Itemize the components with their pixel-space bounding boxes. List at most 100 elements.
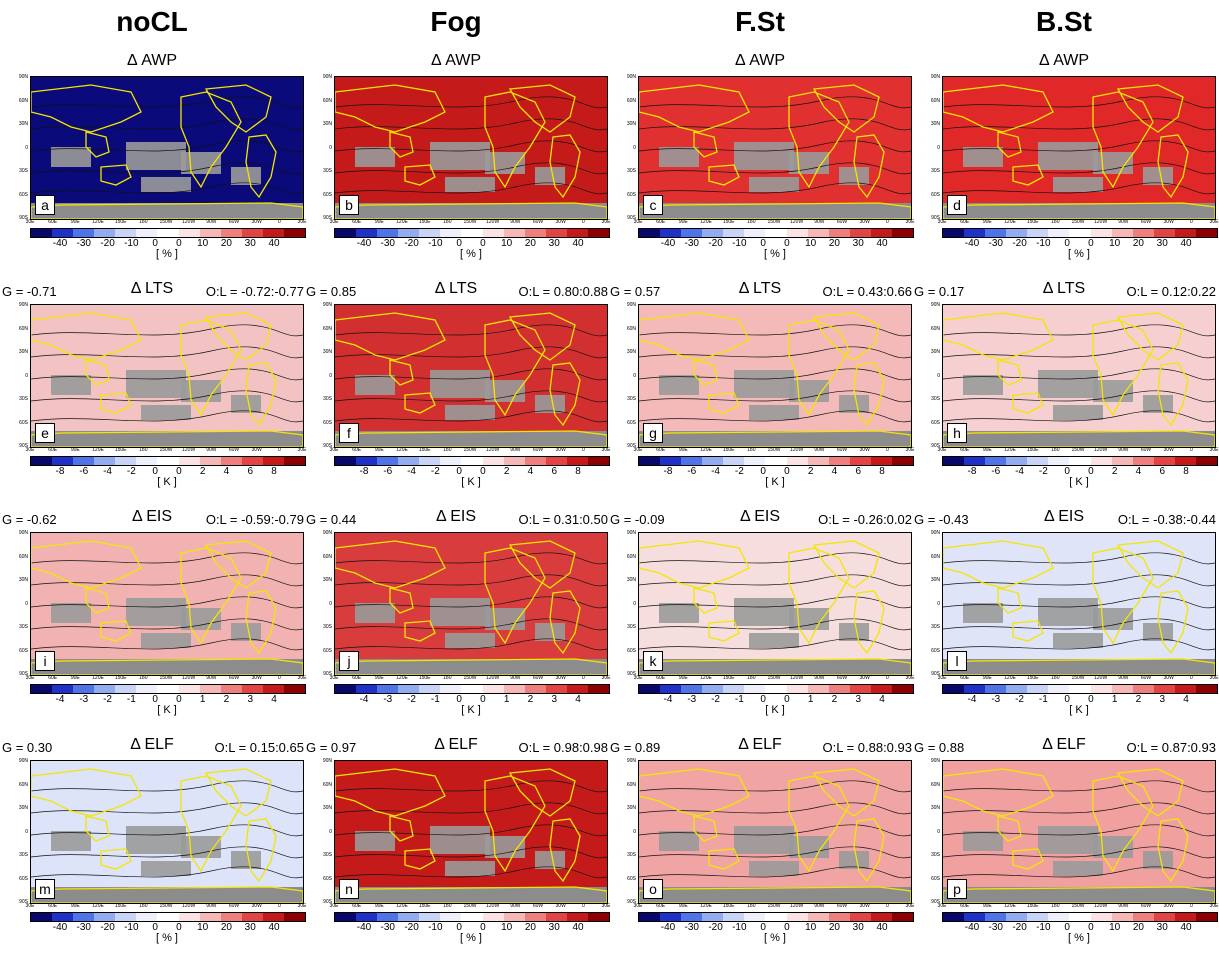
colorbar-swatch [566,229,588,237]
map-panel: Δ AWP 90N 60N 30N 0 30S 60S 90S a 30E 60E 90E 120E 15… [0,52,307,280]
lon-tick-label: 150W [767,219,781,225]
colorbar-swatch [849,913,871,921]
map-area: n [334,760,608,904]
colorbar-tick-label: 0 [784,466,790,477]
insignificant-region [749,405,799,420]
lon-axis: 30E 60E 90E 120E 150E 180 150W 120W 90W 60W 30W 0 30… [330,219,611,227]
insignificant-region [1053,861,1103,876]
column-title: noCL [116,6,188,37]
lon-tick-label: 180 [139,447,148,453]
coastline [1012,164,1044,186]
lon-tick-label: 90W [1118,903,1129,909]
map-area: o [638,760,912,904]
lon-axis: 30E 60E 90E 120E 150E 180 150W 120W 90W 60W 30W 0 30… [938,219,1219,227]
lon-tick-label: 150W [1071,219,1085,225]
map-field [31,77,303,219]
lon-tick-label: 120E [92,219,104,225]
lon-tick-label: 30E [905,903,915,909]
lat-tick-label: 0 [633,144,636,151]
colorbar-tick-label: 30 [244,238,256,249]
insignificant-region [126,370,186,398]
coastline [335,768,446,817]
colorbar-swatch [943,685,965,693]
colorbar-tick-label: -30 [684,238,699,249]
lon-tick-label: 30E [25,219,35,225]
lon-axis: 30E 60E 90E 120E 150E 180 150W 120W 90W 60W 30W 0 30… [26,219,307,227]
coastline [180,547,242,645]
lat-tick-label: 90S [931,443,940,449]
lat-tick-label: 60N [930,325,940,332]
lat-tick-label: 90N [930,758,940,764]
colorbar-unit: [ K ] [461,476,481,488]
colorbar-tick-label: 40 [268,238,280,249]
panel-title: G = 0.89 Δ ELF O:L = 0.88:0.93 [608,736,912,758]
colorbar-ticks: -40 -30 -20 -10 0 0 10 20 30 40 [334,238,608,250]
lon-tick-label: 60W [228,447,240,453]
lon-tick-label: 30E [601,903,611,909]
lon-tick-label: 30W [251,675,262,681]
colorbar-swatch [828,229,850,237]
lon-tick-label: 30E [633,903,643,909]
lat-tick-label: 90N [930,74,940,80]
lon-axis: 30E 60E 90E 120E 150E 180 150W 120W 90W 60W 30W 0 30… [330,675,611,683]
lon-tick-label: 150W [159,447,173,453]
polar-band [335,203,607,219]
colorbar-swatch [136,229,158,237]
insignificant-region [126,142,186,170]
lon-tick-label: 60W [1140,675,1152,681]
coastline [180,775,242,873]
lon-tick-label: 30E [601,219,611,225]
lon-tick-label: 180 [1051,903,1060,909]
colorbar-tick-label: 10 [1109,238,1121,249]
colorbar-swatch [985,457,1007,465]
colorbar-tick-label: 2 [1111,466,1118,477]
colorbar-tick-label: -4 [711,466,720,477]
coastline [1092,91,1154,189]
coastline [1116,768,1184,817]
coastline [693,815,718,842]
colorbar-tick-label: -4 [359,694,369,705]
lon-tick-label: 30W [555,903,566,909]
lon-tick-label: 60E [48,903,58,909]
colorbar-swatch [377,229,399,237]
contour-line [639,866,911,879]
colorbar-swatch [503,913,525,921]
colorbar-tick-label: 20 [524,238,536,249]
colorbar-swatch [262,685,284,693]
lon-tick-label: 30W [1163,447,1174,453]
colorbar-tick-label: 3 [551,694,557,705]
lon-tick-label: 0 [885,675,889,681]
contour-line [335,802,607,815]
lat-tick-label: 30S [931,852,940,858]
lon-tick-label: 150E [1026,219,1039,225]
insignificant-region [734,598,794,626]
coastline [31,768,142,817]
coastline [708,392,740,414]
polar-band [639,203,911,219]
lon-tick-label: 150W [1071,447,1085,453]
colorbar-swatch [1195,457,1218,465]
lat-tick-label: 60N [322,97,332,104]
lon-tick-label: 30E [1209,675,1219,681]
lat-tick-label: 60S [19,647,28,654]
colorbar-tick-label: -10 [428,238,443,249]
colorbar-swatch [220,457,242,465]
colorbar-swatch [136,913,158,921]
coastline [85,131,110,158]
lon-tick-label: 60W [836,903,848,909]
coastline [1092,547,1154,645]
lon-tick-label: 60E [960,675,970,681]
contour-line [639,410,911,423]
colorbar-swatch [356,457,378,465]
contour-line [639,802,911,815]
contour-line [943,846,1215,859]
lon-tick-label: 30W [859,903,870,909]
colorbar-tick-label: 20 [1132,238,1144,249]
insignificant-region [181,380,221,402]
colorbar-swatch [828,913,850,921]
lon-tick-label: 60W [228,903,240,909]
colorbar-swatch [220,913,242,921]
colorbar-tick-label: 0 [176,466,182,477]
lon-tick-label: 0 [581,447,585,453]
colorbar-swatch [136,457,158,465]
